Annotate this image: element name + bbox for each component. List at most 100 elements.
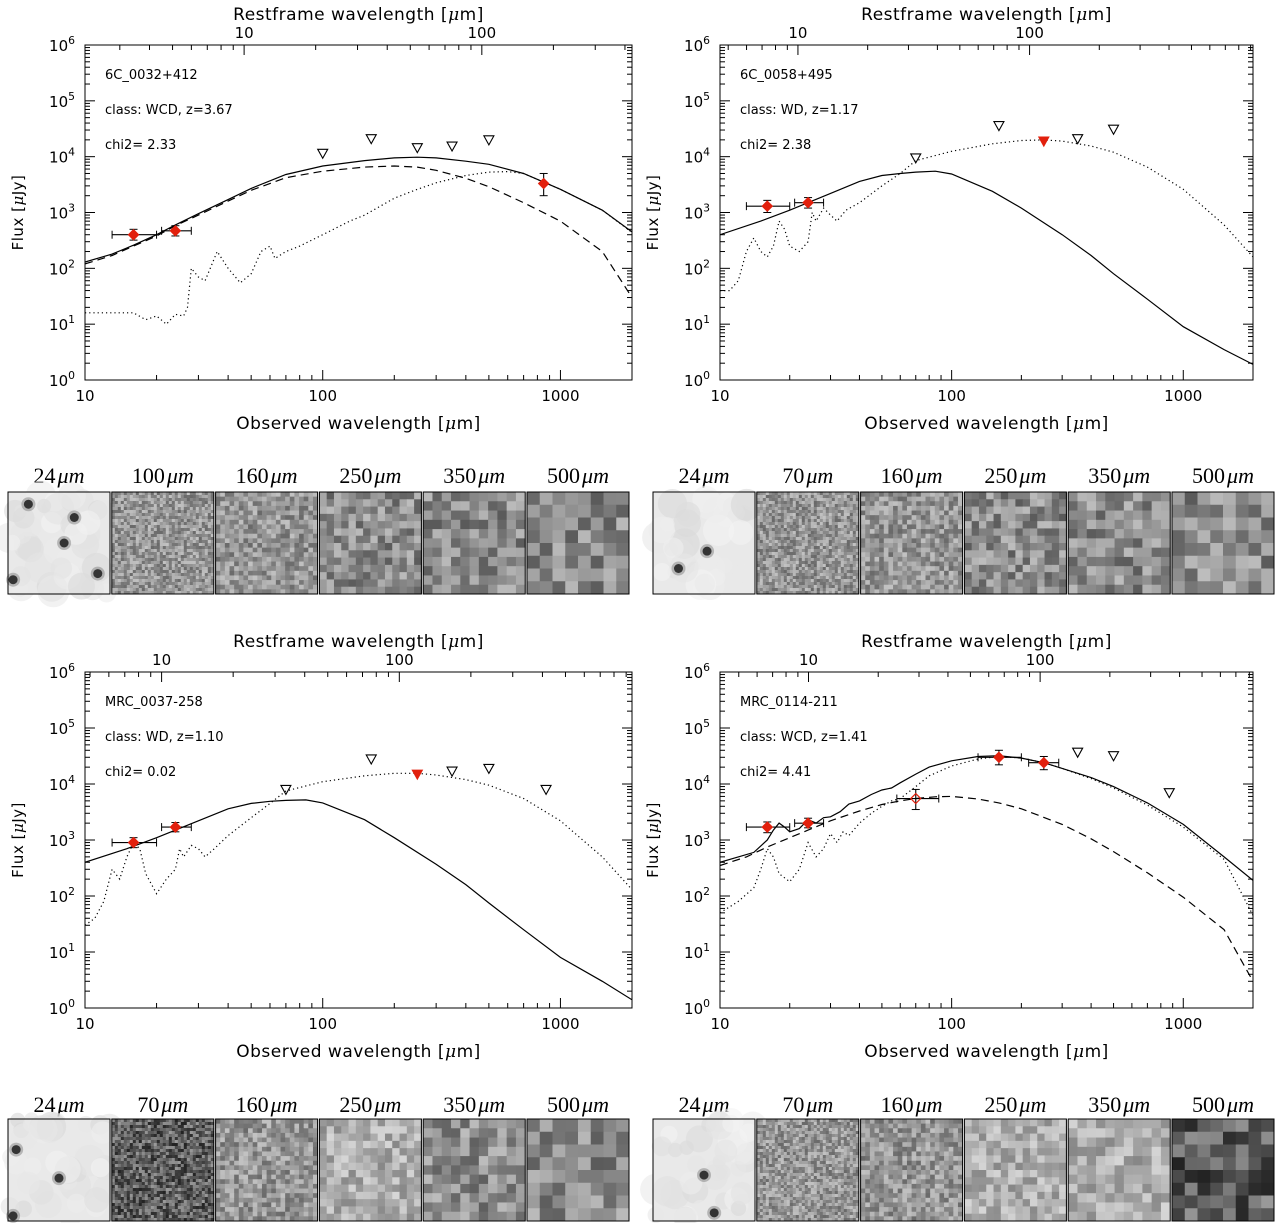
cutout-pixel <box>257 580 263 586</box>
cutout-pixel <box>168 1119 173 1123</box>
cutout-pixel <box>204 1119 209 1123</box>
cutout-pixel <box>261 589 267 595</box>
cutout-pixel <box>144 579 149 583</box>
cutout-pixel <box>271 561 277 567</box>
cutout-pixel <box>786 495 791 499</box>
cutout-pixel <box>911 505 917 511</box>
cutout-pixel <box>786 510 791 514</box>
cutout-pixel <box>129 531 134 535</box>
cutout-pixel <box>220 529 226 535</box>
cutout-pixel <box>377 492 386 500</box>
cutout-pixel <box>174 1131 179 1135</box>
cutout-pixel <box>1235 492 1249 506</box>
cutout-pixel <box>159 585 164 589</box>
cutout-pixel <box>897 496 903 502</box>
cutout-pixel <box>837 498 842 502</box>
cutout-pixel <box>939 575 945 581</box>
cutout-pixel <box>771 519 776 523</box>
cutout-pixel <box>819 555 824 559</box>
cutout-pixel <box>266 584 272 590</box>
cutout-pixel <box>156 1122 161 1126</box>
cutout-pixel <box>120 579 125 583</box>
cutout-pixel <box>355 543 364 551</box>
cutout-pixel <box>846 504 851 508</box>
cutout-pixel <box>177 525 182 529</box>
cutout-pixel <box>1096 547 1106 558</box>
cutout-pixel <box>849 543 854 547</box>
cutout-pixel <box>822 531 827 535</box>
info-line-2: class: WD, z=1.17 <box>740 103 859 118</box>
cutout-pixel <box>843 522 848 526</box>
cutout-pixel <box>822 576 827 580</box>
cutout-pixel <box>810 537 815 541</box>
cutout-pixel <box>183 501 188 505</box>
cutout-pixel <box>266 570 272 576</box>
cutout-pixel <box>220 570 226 576</box>
info-line-2: class: WCD, z=3.67 <box>105 103 233 118</box>
cutout-pixel <box>451 492 461 502</box>
cutout-pixel <box>229 519 235 525</box>
cutout-pixel <box>1086 575 1097 586</box>
cutout-pixel <box>816 561 821 565</box>
cutout-pixel <box>902 510 908 516</box>
cutout-pixel <box>289 510 295 516</box>
cutout-pixel <box>804 567 809 571</box>
cutout-pixel <box>783 531 788 535</box>
cutout-pixel <box>539 492 553 506</box>
cutout-pixel <box>207 504 212 508</box>
cutout-pixel <box>1133 519 1143 530</box>
cutout-pixel <box>198 573 203 577</box>
cutout-pixel <box>171 567 176 571</box>
cutout-pixel <box>953 524 959 530</box>
cutout-pixel <box>135 555 140 559</box>
cutout-pixel <box>171 507 176 511</box>
cutout-pixel <box>204 576 209 580</box>
cutout-pixel <box>783 519 788 523</box>
cutout-pixel <box>117 588 122 592</box>
cutout-pixel <box>162 558 167 562</box>
cutout-pixel <box>1151 547 1162 558</box>
cutout-pixel <box>920 524 926 530</box>
cutout-pixel <box>843 570 848 574</box>
cutout-pixel <box>768 567 773 571</box>
cutout-pixel <box>1077 538 1088 549</box>
cutout-pixel <box>777 579 782 583</box>
cutout-pixel <box>801 564 806 568</box>
cutout-pixel <box>1096 492 1106 502</box>
cutout-pixel <box>168 519 173 523</box>
cutout-pixel <box>141 1128 146 1132</box>
cutout-pixel <box>825 546 830 550</box>
cutout-pixel <box>150 582 155 586</box>
cutout-pixel <box>883 552 889 558</box>
cutout-pixel <box>762 495 767 499</box>
cutout-pixel <box>852 528 857 532</box>
cutout-pixel <box>798 522 803 526</box>
upper-limit-marker <box>1037 136 1050 148</box>
cutout-pixel <box>860 510 866 516</box>
cutout-pixel <box>1210 568 1224 582</box>
cutout-pixel <box>294 529 300 535</box>
cutout-pixel <box>879 501 885 507</box>
cutout-pixel <box>603 568 617 582</box>
cutout-pixel <box>384 557 393 566</box>
cutout-pixel <box>855 540 860 544</box>
cutout-pixel <box>243 515 249 521</box>
cutout-pixel <box>906 556 912 562</box>
cutout-pixel <box>578 568 592 582</box>
cutout-pixel <box>846 549 851 553</box>
cutout-pixel <box>189 501 194 505</box>
cutout-pixel <box>1022 535 1031 544</box>
x-tick-label: 10 <box>75 387 94 405</box>
cutout-pixel <box>478 501 489 511</box>
cutout-pixel <box>879 556 885 562</box>
cutout-pixel <box>147 525 152 529</box>
cutout-pixel <box>207 570 212 574</box>
cutout-pixel <box>312 547 318 553</box>
cutout-pixel <box>123 570 128 574</box>
cutout-pixel <box>1015 564 1024 573</box>
cutout-pixel <box>114 582 119 586</box>
cutout-pixel <box>180 507 185 511</box>
cutout-pixel <box>843 558 848 562</box>
cutout-pixel <box>144 546 149 550</box>
cutout-pixel <box>1037 506 1045 515</box>
